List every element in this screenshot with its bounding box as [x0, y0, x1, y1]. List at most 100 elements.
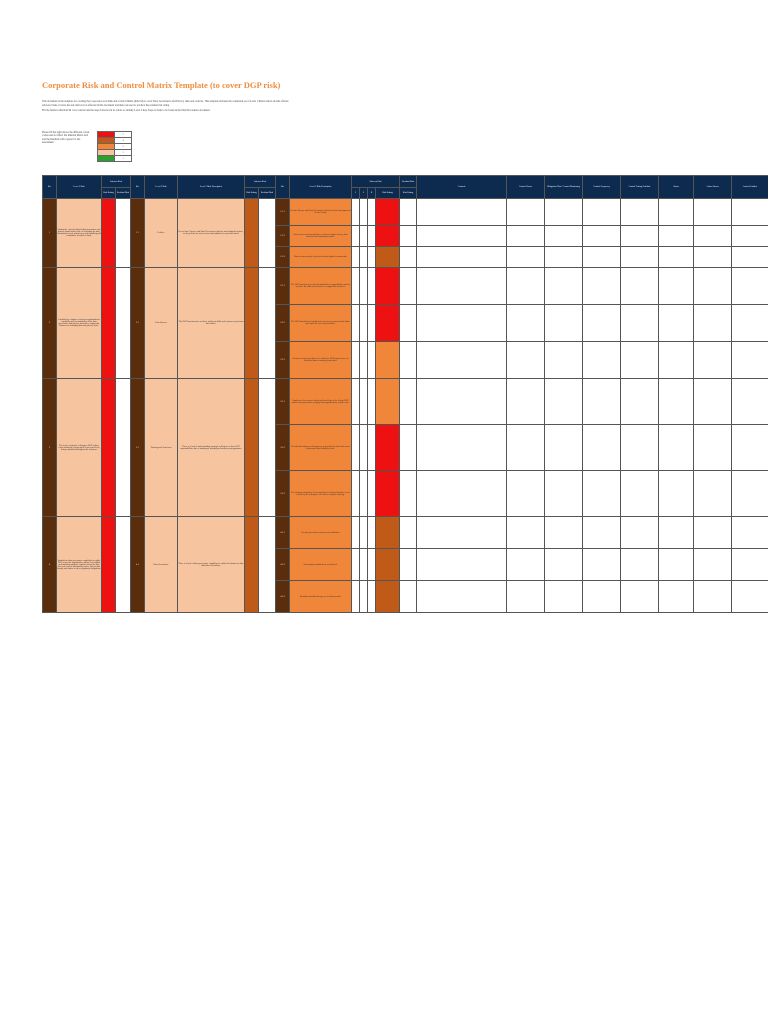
control-detail-cell	[582, 246, 622, 268]
level2-residual-rating	[258, 516, 277, 613]
level3-result	[367, 424, 377, 471]
control-detail-cell	[658, 225, 695, 247]
level3-result	[367, 378, 377, 425]
level3-ref: 1.1.1	[275, 198, 291, 226]
level3-ref: 4.1.2	[275, 548, 291, 581]
level1-residual-rating	[114, 378, 132, 517]
level1-inherent-rating	[101, 267, 116, 379]
control-detail-cell	[582, 424, 622, 471]
level3-ref: 1.1.3	[275, 246, 291, 268]
control-detail-cell	[693, 304, 733, 342]
level1-risk-text: Inadequate / poorly defined data governa…	[56, 198, 102, 268]
level3-impact	[351, 378, 361, 425]
matrix-row: 1.1.2 Data owners and stewards have not b…	[43, 225, 768, 247]
level3-residual-rating	[399, 341, 418, 379]
level1-risk-text: Insufficient data governance capability …	[56, 516, 102, 613]
level3-risk-rating	[375, 341, 401, 379]
control-detail-cell	[416, 304, 508, 342]
header-risk-rating-2: Risk Rating	[244, 187, 260, 199]
matrix-row: 2 Insufficient, complex or unclear organi…	[42, 267, 768, 379]
control-detail-cell	[693, 516, 733, 549]
level3-residual-rating	[399, 580, 418, 613]
level3-likelihood	[359, 225, 369, 247]
control-detail-cell	[620, 267, 660, 305]
level2-inherent-rating	[244, 378, 260, 517]
control-detail-cell	[620, 470, 660, 517]
level3-residual-rating	[399, 267, 418, 305]
control-detail-cell	[731, 516, 768, 549]
header-control-owner: Control Owner	[506, 175, 546, 199]
level3-ref: 4.1.3	[275, 580, 291, 613]
level3-residual-rating	[399, 378, 418, 425]
header-inherent-risk-3: Inherent Risk	[351, 175, 401, 188]
control-detail-cell	[620, 304, 660, 342]
level2-residual-rating	[258, 267, 277, 379]
control-detail-cell	[693, 548, 733, 581]
level3-ref: 2.1.1	[275, 267, 291, 305]
level3-risk-text: The DGP function does not understand the…	[289, 267, 353, 305]
control-detail-cell	[658, 424, 695, 471]
control-detail-cell	[506, 341, 546, 379]
control-detail-cell	[544, 378, 584, 425]
control-detail-cell	[582, 516, 622, 549]
control-detail-cell	[658, 378, 695, 425]
control-detail-cell	[731, 580, 768, 613]
control-detail-cell	[416, 548, 508, 581]
header-level3-description: Level 3 Risk Description	[289, 175, 353, 199]
control-detail-cell	[544, 548, 584, 581]
level2-risk-text: The DGP function does not have sufficien…	[177, 267, 246, 379]
level3-impact	[351, 267, 361, 305]
level3-likelihood	[359, 246, 369, 268]
control-detail-cell	[620, 225, 660, 247]
level3-risk-text: Metadata and data lineage are not docume…	[289, 580, 353, 613]
header-risk-rating: Risk Rating	[101, 187, 116, 199]
control-detail-cell	[658, 548, 695, 581]
control-detail-cell	[582, 304, 622, 342]
header-action-deadline: Action Deadline	[731, 175, 768, 199]
header-control-testing: Control Testing Schedule	[620, 175, 660, 199]
control-detail-cell	[544, 341, 584, 379]
control-detail-cell	[693, 225, 733, 247]
control-detail-cell	[693, 424, 733, 471]
header-controls: Controls	[416, 175, 508, 199]
control-detail-cell	[693, 341, 733, 379]
control-detail-cell	[506, 580, 546, 613]
level3-result	[367, 548, 377, 581]
control-detail-cell	[582, 548, 622, 581]
level2-risk-text: Do not have Privacy and Data Governance …	[177, 198, 246, 268]
control-detail-cell	[582, 225, 622, 247]
control-detail-cell	[582, 198, 622, 226]
header-r: R	[367, 187, 377, 199]
control-detail-cell	[544, 470, 584, 517]
control-detail-cell	[582, 267, 622, 305]
legend-row: 1	[97, 155, 132, 162]
control-detail-cell	[693, 470, 733, 517]
header-risk-rating-residual: Risk Rating	[399, 187, 418, 199]
level3-risk-rating	[375, 378, 401, 425]
level1-residual-rating	[114, 267, 132, 379]
intro-text: This document is the template for creati…	[42, 100, 292, 115]
control-detail-cell	[620, 548, 660, 581]
header-level2-risk: Level 2 Risk	[144, 175, 179, 199]
level3-residual-rating	[399, 246, 418, 268]
control-detail-cell	[416, 341, 508, 379]
header-action-owner: Action Owner	[693, 175, 733, 199]
control-detail-cell	[506, 516, 546, 549]
control-detail-cell	[731, 470, 768, 517]
level3-risk-text: No data Privacy and Data Governance poli…	[289, 198, 353, 226]
control-detail-cell	[731, 341, 768, 379]
header-residual: Residual Risk	[114, 187, 132, 199]
level3-likelihood	[359, 470, 369, 517]
level2-inherent-rating	[244, 267, 260, 379]
level3-risk-text: No data governance framework established…	[289, 516, 353, 549]
level3-residual-rating	[399, 225, 418, 247]
level3-ref: 3.1.2	[275, 424, 291, 471]
matrix-row: 4 Insufficient data governance capability…	[42, 516, 768, 613]
level2-ref: 3.1	[130, 378, 146, 517]
level3-result	[367, 580, 377, 613]
control-detail-cell	[506, 304, 546, 342]
control-detail-cell	[544, 225, 584, 247]
control-detail-cell	[620, 378, 660, 425]
control-detail-cell	[416, 378, 508, 425]
header-inherent-risk-2: Inherent Risk	[244, 175, 277, 188]
